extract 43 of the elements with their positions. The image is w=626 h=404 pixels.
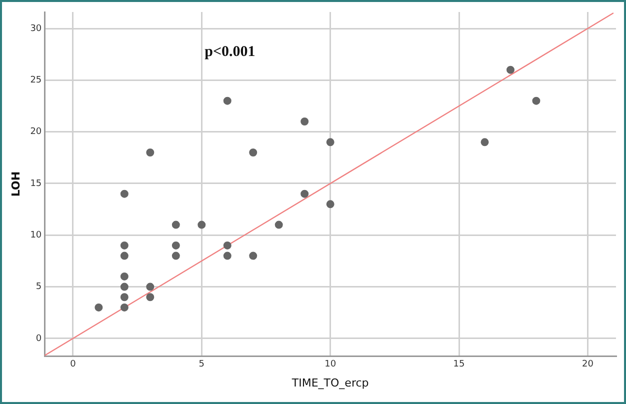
y-tick-label: 15 [30, 178, 42, 189]
point [532, 96, 540, 105]
x-axis-title: TIME_TO_ercp [290, 376, 369, 390]
y-tick-label: 10 [30, 230, 42, 240]
point [146, 282, 154, 291]
point [274, 220, 283, 229]
x-tick-label: 0 [70, 360, 76, 370]
point [146, 293, 154, 302]
y-tick-label: 30 [30, 24, 42, 34]
point [249, 148, 258, 156]
point [223, 241, 232, 250]
point [94, 303, 103, 312]
y-tick-label: 25 [30, 76, 42, 86]
point [326, 138, 334, 146]
x-tick-label: 15 [453, 360, 465, 370]
point [172, 220, 180, 229]
point [506, 66, 514, 74]
point [120, 293, 128, 302]
point [326, 200, 334, 208]
y-tick-label: 0 [36, 334, 42, 344]
point [120, 272, 128, 280]
y-tick-label: 5 [36, 282, 42, 292]
point [172, 252, 180, 260]
point [120, 282, 128, 291]
point [198, 220, 206, 229]
y-tick-label: 20 [30, 127, 42, 138]
point [120, 252, 128, 260]
point [172, 241, 180, 250]
point [480, 138, 489, 146]
point [120, 303, 128, 312]
point [249, 252, 258, 260]
x-tick-label: 20 [582, 360, 594, 370]
point [120, 241, 128, 250]
point [223, 96, 232, 105]
point [300, 118, 309, 126]
x-tick-label: 5 [198, 360, 205, 370]
point [223, 252, 232, 260]
annotation: p<0.001 [204, 44, 256, 60]
point [146, 148, 154, 156]
point [120, 190, 128, 198]
point [300, 190, 309, 198]
x-tick-label: 10 [324, 360, 336, 370]
y-axis-title: LOH [9, 171, 22, 197]
